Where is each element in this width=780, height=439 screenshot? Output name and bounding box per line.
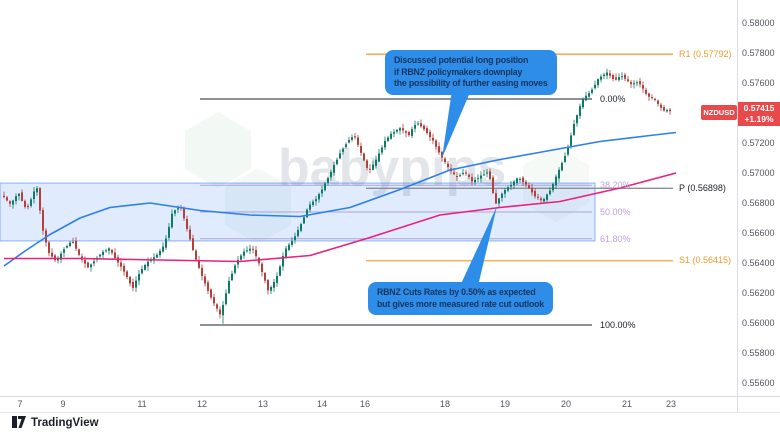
- price-tick-label: 0.57000: [742, 168, 775, 178]
- symbol-name: NZDUSD: [703, 108, 735, 117]
- time-axis-top-border: [0, 396, 780, 397]
- price-tick-label: 0.55800: [742, 348, 775, 358]
- fib-label: 50.00%: [600, 207, 631, 217]
- price-tick-label: 0.56800: [742, 198, 775, 208]
- price-tick-label: 0.56400: [742, 258, 775, 268]
- time-tick-label: 9: [60, 399, 66, 409]
- time-tick-label: 23: [665, 399, 676, 409]
- tradingview-logo[interactable]: TradingView: [12, 416, 99, 429]
- time-tick-label: 16: [359, 399, 370, 409]
- annotation-rbnz-rate-cut-note[interactable]: RBNZ Cuts Rates by 0.50% as expected but…: [368, 282, 554, 315]
- last-price-value: 0.57415: [743, 103, 775, 113]
- pivot-label-r1: R1 (0.57792): [679, 48, 732, 59]
- fib-label: 0.00%: [600, 94, 626, 105]
- fib-label: 100.00%: [600, 319, 636, 330]
- price-tick-label: 0.57600: [742, 78, 775, 88]
- pivot-label-s1: S1 (0.56415): [679, 255, 732, 266]
- ma-pink[interactable]: [4, 172, 677, 263]
- price-tick-label: 0.55600: [742, 378, 775, 388]
- fib-label: 38.20%: [600, 180, 631, 191]
- pivot-label-p: P (0.56898): [679, 182, 726, 193]
- time-tick-label: 20: [560, 399, 571, 409]
- price-axis-separator: [737, 0, 738, 413]
- last-price-badge: 0.57415 +1.19%: [738, 102, 780, 126]
- price-tick-label: 0.58000: [742, 18, 775, 28]
- fib-label: 61.80%: [600, 233, 631, 244]
- time-tick-label: 21: [621, 399, 632, 409]
- tradingview-logo-icon: [12, 416, 26, 428]
- price-change-percent: +1.19%: [744, 114, 774, 124]
- price-tick-label: 0.56000: [742, 318, 775, 328]
- time-tick-label: 11: [137, 399, 147, 409]
- time-tick-label: 19: [499, 399, 510, 409]
- tradingview-logo-text: TradingView: [31, 416, 99, 429]
- annotation-long-position-note[interactable]: Discussed potential long position if RBN…: [385, 50, 557, 95]
- time-tick-label: 18: [439, 399, 450, 409]
- annotation-bottom-tail: [460, 206, 497, 286]
- ma-blue[interactable]: [3, 131, 677, 267]
- chart-canvas[interactable]: [0, 0, 737, 396]
- time-tick-label: 7: [17, 399, 23, 409]
- price-tick-label: 0.57200: [742, 138, 775, 148]
- price-tick-label: 0.56600: [742, 228, 775, 238]
- time-tick-label: 12: [196, 399, 207, 409]
- price-tick-label: 0.57800: [742, 48, 775, 58]
- symbol-name-badge: NZDUSD: [701, 105, 737, 120]
- price-tick-label: 0.56200: [742, 288, 775, 298]
- time-axis-bottom-border: [0, 412, 780, 413]
- time-tick-label: 14: [316, 399, 327, 409]
- candles-group[interactable]: [3, 68, 671, 324]
- time-tick-label: 13: [257, 399, 268, 409]
- annotation-top-tail: [442, 90, 471, 158]
